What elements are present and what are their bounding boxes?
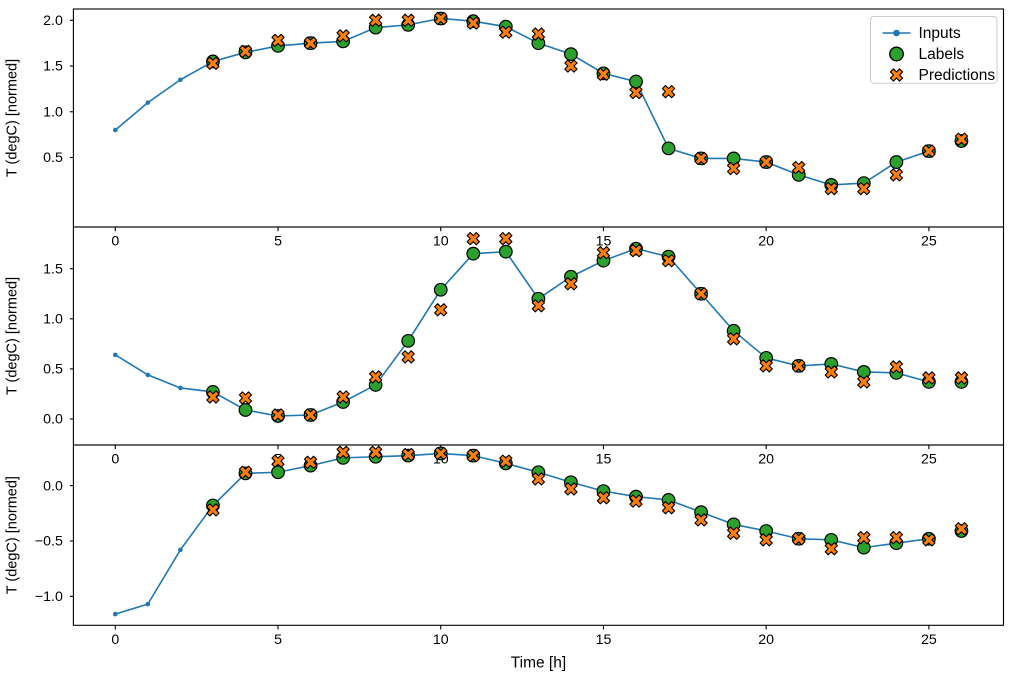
svg-text:−1.0: −1.0 [35,589,63,605]
svg-text:T (degC) [normed]: T (degC) [normed] [5,277,21,395]
svg-text:10: 10 [433,234,449,250]
svg-text:0.5: 0.5 [43,150,63,166]
svg-text:5: 5 [274,632,282,648]
svg-text:Inputs: Inputs [919,25,961,42]
svg-text:25: 25 [921,452,937,468]
svg-text:25: 25 [921,632,937,648]
svg-text:1.0: 1.0 [43,312,63,328]
svg-text:10: 10 [433,632,449,648]
svg-text:15: 15 [596,632,612,648]
svg-text:1.5: 1.5 [43,261,63,277]
svg-text:Time [h]: Time [h] [511,655,566,672]
svg-text:15: 15 [596,452,612,468]
svg-text:0.5: 0.5 [43,362,63,378]
svg-text:20: 20 [758,632,774,648]
svg-text:20: 20 [758,452,774,468]
svg-text:2.0: 2.0 [43,13,63,29]
svg-text:1.5: 1.5 [43,59,63,75]
svg-text:T (degC) [normed]: T (degC) [normed] [5,476,21,594]
svg-text:5: 5 [274,234,282,250]
svg-text:Predictions: Predictions [919,67,996,84]
svg-text:0: 0 [111,234,119,250]
svg-text:0.0: 0.0 [43,412,63,428]
svg-text:1.0: 1.0 [43,104,63,120]
svg-text:20: 20 [758,234,774,250]
svg-text:0: 0 [111,452,119,468]
svg-text:−0.5: −0.5 [35,534,63,550]
svg-text:15: 15 [596,234,612,250]
svg-text:0.0: 0.0 [43,478,63,494]
svg-text:0: 0 [111,632,119,648]
svg-text:Labels: Labels [919,46,965,63]
svg-text:T (degC) [normed]: T (degC) [normed] [5,59,21,177]
svg-text:25: 25 [921,234,937,250]
